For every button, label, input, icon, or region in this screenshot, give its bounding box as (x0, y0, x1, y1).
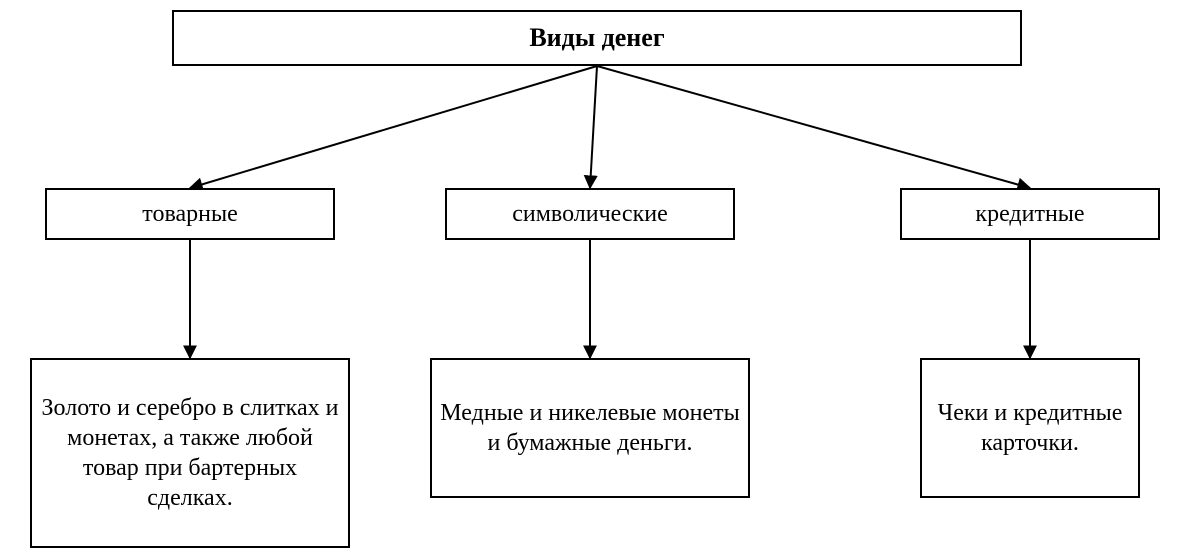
description-text: Чеки и кредитные карточки. (930, 398, 1130, 458)
category-node-commodity: товарные (45, 188, 335, 240)
description-text: Медные и никелевые монеты и бумажные ден… (440, 398, 740, 458)
root-node: Виды денег (172, 10, 1022, 66)
diagram-stage: Виды денег товарные символические кредит… (0, 0, 1194, 556)
category-node-symbolic: символические (445, 188, 735, 240)
edge-arrow (590, 66, 597, 188)
root-label: Виды денег (529, 22, 664, 55)
category-label: символические (512, 199, 667, 229)
description-node-commodity: Золото и серебро в слитках и монетах, а … (30, 358, 350, 548)
description-node-credit: Чеки и кредитные карточки. (920, 358, 1140, 498)
edge-arrow (190, 66, 597, 188)
description-node-symbolic: Медные и никелевые монеты и бумажные ден… (430, 358, 750, 498)
description-text: Золото и серебро в слитках и монетах, а … (40, 393, 340, 513)
category-label: кредитные (975, 199, 1084, 229)
edge-arrow (597, 66, 1030, 188)
category-node-credit: кредитные (900, 188, 1160, 240)
category-label: товарные (142, 199, 237, 229)
